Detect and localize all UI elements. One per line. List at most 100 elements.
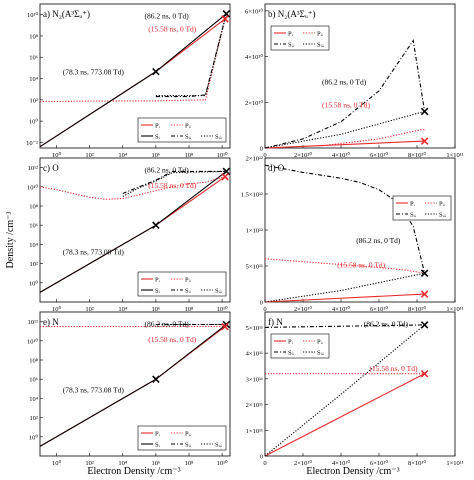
plot-frame xyxy=(39,157,231,303)
legend: Pᵢ Pᵢᵢ Sᵢ Sᵢᵢ Sᵢᵢᵢ xyxy=(137,117,227,143)
legend-entry: Pᵢᵢ xyxy=(317,31,324,38)
legend: Pᵢ Pᵢᵢ Sᵢ Sᵢᵢ Sᵢᵢᵢ xyxy=(137,425,227,451)
x-tick-label: 6×10¹⁰ xyxy=(370,305,388,313)
y-tick-label: 10⁰ xyxy=(29,433,39,441)
x-tick-label: 10¹⁰ xyxy=(217,459,228,467)
annotation-label: (15.58 ns, 0 Td) xyxy=(337,260,385,269)
annotation-label: (86.2 ns, 0 Td) xyxy=(145,319,190,328)
x-tick-label: 10⁴ xyxy=(118,306,128,313)
series-line-1 xyxy=(264,140,425,149)
annotation-label: (15.58 ns, 0 Td) xyxy=(148,24,196,33)
x-tick-label: 1×10¹¹ xyxy=(446,460,463,467)
series-line-1 xyxy=(264,373,425,457)
y-tick-label: 0 xyxy=(260,146,263,153)
legend-box xyxy=(137,117,227,143)
x-tick-label: 6×10¹⁰ xyxy=(370,151,388,159)
y-tick-label: 10¹⁰ xyxy=(27,337,38,345)
annotation-label: (86.2 ns, 0 Td) xyxy=(145,165,190,174)
x-tick-label: 10¹⁰ xyxy=(217,151,228,159)
x-tick-label: 8×10¹⁰ xyxy=(408,305,426,313)
y-tick-label: 10⁴ xyxy=(29,76,39,83)
y-tick-label: 10⁸ xyxy=(29,358,39,365)
x-tick-label: 0 xyxy=(263,152,266,159)
y-tick-label: 4×10¹⁰ xyxy=(245,53,263,61)
chart-panel-3: 10⁰ 10² 10⁴ 10⁶ 10⁸ 10¹⁰ 10⁰ 10² 10⁴ 10⁶ 10⁸ 10¹⁰ 10… xyxy=(27,157,231,313)
y-tick-label: 10⁸ xyxy=(29,33,39,40)
y-tick-label: 10⁰ xyxy=(29,118,39,126)
legend-entry: Sᵢᵢᵢ xyxy=(215,288,223,295)
annotation-label: (78.3 ns, 773.08 Td) xyxy=(63,68,125,77)
legend-box xyxy=(137,271,227,297)
legend-entry: Sᵢᵢᵢ xyxy=(317,350,325,357)
legend: Pᵢ Pᵢᵢ Sᵢᵢ Sᵢᵢᵢ xyxy=(392,195,452,221)
legend-entry: Sᵢᵢᵢ xyxy=(215,442,223,449)
y-tick-label: 1×10¹² xyxy=(246,228,263,235)
y-tick-label: 5×10¹¹ xyxy=(246,325,263,332)
cross-marker xyxy=(420,369,429,378)
series-line-4 xyxy=(264,272,425,303)
annotation-label: (86.2 ns, 0 Td) xyxy=(364,319,409,328)
legend-box xyxy=(137,425,227,451)
panel-label: f) N xyxy=(268,317,283,327)
legend-entry: Sᵢᵢᵢ xyxy=(215,134,223,141)
y-tick-label: 4×10¹¹ xyxy=(246,351,263,358)
legend-entry: Pᵢᵢ xyxy=(317,339,324,346)
cross-marker xyxy=(221,322,229,331)
y-tick-label: 0 xyxy=(260,300,263,307)
annotation-label: (86.2 ns, 0 Td) xyxy=(145,11,190,20)
y-tick-label: 2×10¹⁰ xyxy=(245,99,263,107)
series-line-3 xyxy=(264,39,426,149)
y-tick-label: 6×10¹⁰ xyxy=(245,7,263,15)
chart-panel-4: 0 2×10¹⁰ 4×10¹⁰ 6×10¹⁰ 8×10¹⁰ 1×10¹¹ 0 5×10¹¹ 1×… xyxy=(241,156,464,314)
legend-box xyxy=(392,195,452,221)
x-tick-label: 8×10¹⁰ xyxy=(408,151,426,159)
plot-frame xyxy=(264,157,456,303)
y-tick-label: 10¹⁰ xyxy=(27,183,38,191)
x-tick-label: 10⁸ xyxy=(185,460,195,467)
series-line-2 xyxy=(264,129,425,149)
x-tick-label: 10⁰ xyxy=(52,459,62,467)
chart-panel-1: 10⁰ 10² 10⁴ 10⁶ 10⁸ 10¹⁰ 10⁻² 10⁰ 10² 10⁴ 10⁶ 10⁸ 10… xyxy=(26,3,231,159)
chart-panel-6: 0 2×10¹⁰ 4×10¹⁰ 6×10¹⁰ 8×10¹⁰ 1×10¹¹ 0 1×10¹¹ 2×… xyxy=(246,311,464,467)
legend-entry: Sᵢ xyxy=(155,288,161,295)
series-line-2 xyxy=(39,18,226,103)
y-tick-label: 10² xyxy=(30,415,39,422)
legend-entry: Pᵢᵢ xyxy=(185,431,192,438)
cross-marker xyxy=(420,107,429,116)
y-tick-label: 10¹² xyxy=(28,165,38,172)
x-tick-label: 10² xyxy=(85,306,94,313)
x-tick-label: 10¹⁰ xyxy=(217,305,228,313)
plot-frame xyxy=(39,3,231,149)
cross-marker xyxy=(420,321,429,329)
annotation-label: (78.3 ns, 773.08 Td) xyxy=(63,386,125,395)
legend-entry: Pᵢ xyxy=(155,123,161,130)
annotation-label: (86.2 ns, 0 Td) xyxy=(322,78,367,87)
panel-label: b) N₂(A³Σᵤ⁺) xyxy=(268,9,316,19)
cross-marker xyxy=(420,290,429,298)
legend: Pᵢ Pᵢᵢ Sᵢᵢ Sᵢᵢᵢ xyxy=(270,25,330,51)
x-tick-label: 2×10¹⁰ xyxy=(294,305,312,313)
annotation-label: (15.58 ns, 0 Td) xyxy=(322,101,370,110)
x-tick-label: 10⁶ xyxy=(151,152,160,159)
legend-entry: Sᵢᵢ xyxy=(185,288,192,295)
legend-entry: Sᵢᵢᵢ xyxy=(317,42,325,49)
y-tick-label: 1×10¹¹ xyxy=(246,428,263,435)
x-tick-label: 10⁰ xyxy=(52,305,62,313)
legend-entry: Pᵢᵢ xyxy=(185,123,192,130)
x-tick-label: 6×10¹⁰ xyxy=(370,459,388,467)
legend-entry: Pᵢᵢ xyxy=(439,201,446,208)
legend: Pᵢ Pᵢᵢ Sᵢᵢ Sᵢᵢᵢ xyxy=(270,333,330,359)
plot-frame xyxy=(264,311,456,457)
panel-label: c) O xyxy=(43,163,59,173)
legend-entry: Pᵢ xyxy=(410,201,416,208)
cross-marker xyxy=(152,375,160,383)
x-tick-label: 4×10¹⁰ xyxy=(332,151,350,159)
x-tick-label: 4×10¹⁰ xyxy=(332,305,350,313)
x-tick-label: 10⁰ xyxy=(52,151,62,159)
x-tick-label: 10⁶ xyxy=(151,306,160,313)
cross-marker xyxy=(152,221,160,229)
cross-marker xyxy=(221,15,229,23)
x-tick-label: 1×10¹¹ xyxy=(446,152,463,159)
legend-entry: Sᵢ xyxy=(155,134,161,141)
legend-entry: Sᵢᵢᵢ xyxy=(439,212,447,219)
